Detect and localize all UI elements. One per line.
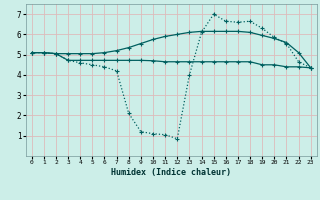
X-axis label: Humidex (Indice chaleur): Humidex (Indice chaleur) [111, 168, 231, 177]
